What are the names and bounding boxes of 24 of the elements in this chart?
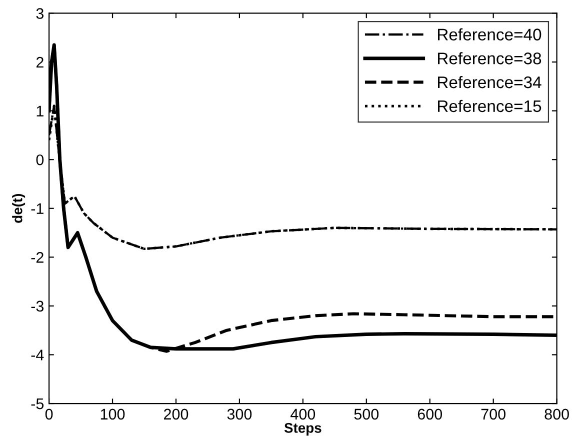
legend-label: Reference=40 (438, 28, 542, 40)
x-tick-label: 200 (164, 408, 188, 420)
x-tick-label: 0 (45, 408, 53, 420)
x-tick-label: 600 (418, 408, 442, 420)
x-tick-label: 700 (481, 408, 506, 420)
y-tick-label: -2 (31, 252, 44, 263)
y-tick-label: -4 (31, 350, 44, 360)
x-axis-title: Steps (284, 422, 322, 436)
y-tick-label: 0 (36, 154, 44, 166)
y-axis-title: de(t) (12, 194, 26, 223)
x-tick-label: 300 (227, 408, 252, 420)
y-tick-label: 2 (36, 56, 44, 68)
y-tick-label: -5 (31, 398, 44, 410)
y-tick-label: 1 (36, 106, 44, 116)
x-tick-label: 100 (100, 408, 125, 420)
legend-label: Reference=15 (438, 100, 542, 112)
legend-label: Reference=34 (438, 76, 542, 88)
x-tick-label: 400 (290, 408, 316, 420)
legend-label: Reference=38 (438, 52, 542, 64)
y-tick-label: 3 (36, 8, 44, 19)
y-tick-label: -1 (31, 203, 44, 214)
x-tick-label: 500 (354, 408, 379, 420)
y-tick-label: -3 (31, 300, 44, 312)
x-tick-label: 800 (544, 408, 569, 420)
